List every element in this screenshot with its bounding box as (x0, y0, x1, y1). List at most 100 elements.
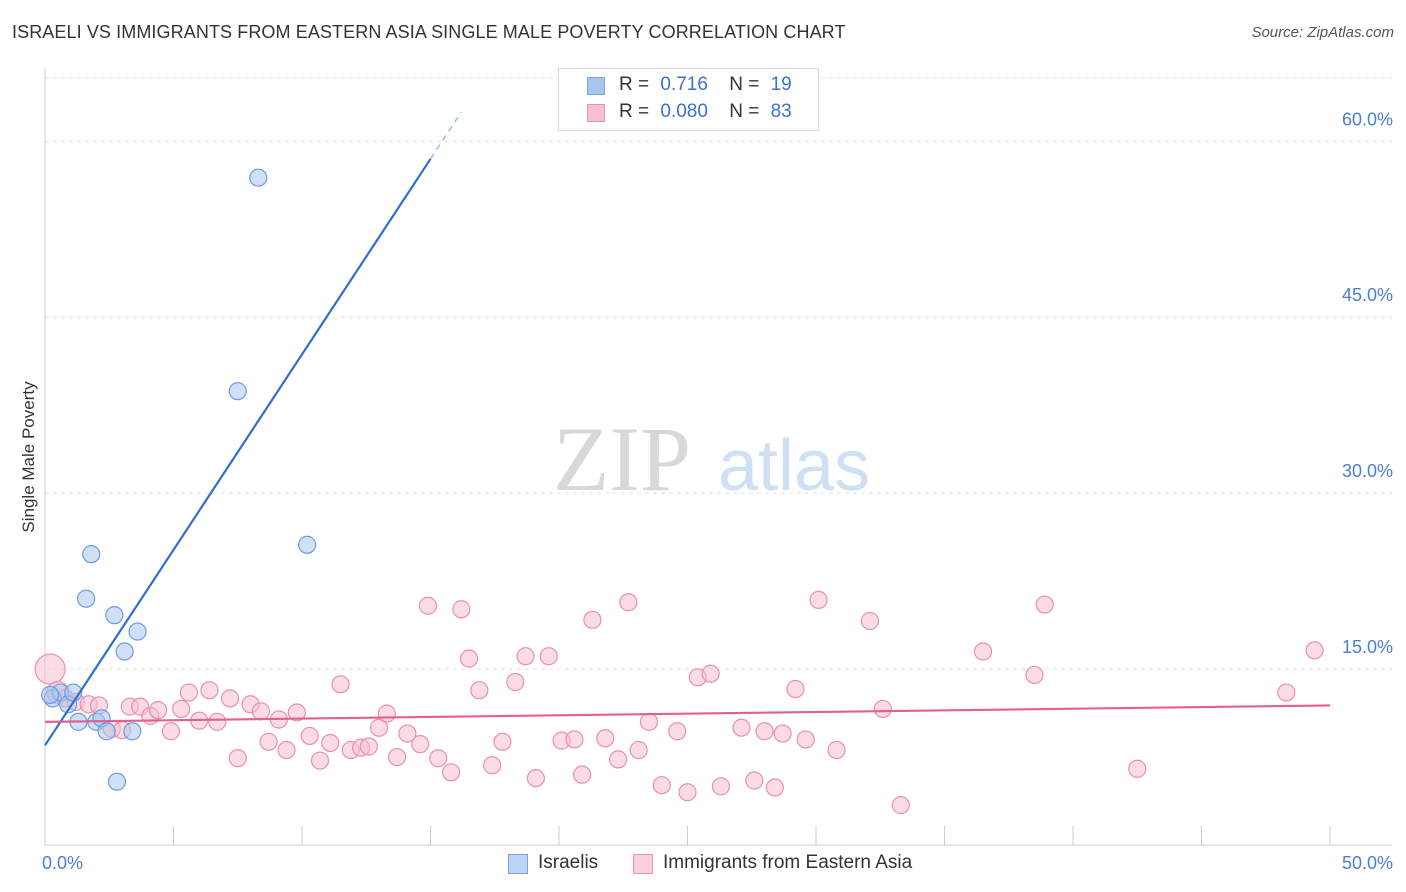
point-eastern-asia (310, 751, 330, 770)
watermark-zip: ZIP (553, 408, 691, 510)
point-israelis (97, 722, 116, 741)
point-eastern-asia (973, 642, 993, 661)
point-israelis (107, 772, 127, 791)
point-eastern-asia (179, 683, 199, 702)
point-eastern-asia (228, 749, 247, 768)
point-eastern-asia (786, 679, 805, 699)
point-eastern-asia (809, 590, 828, 609)
point-eastern-asia (370, 718, 389, 737)
point-eastern-asia (1128, 759, 1147, 778)
point-eastern-asia (1277, 683, 1296, 702)
point-eastern-asia (629, 740, 648, 760)
point-eastern-asia (459, 649, 479, 668)
point-eastern-asia (678, 783, 697, 802)
point-eastern-asia (200, 681, 219, 700)
point-eastern-asia (1025, 665, 1044, 685)
point-eastern-asia (429, 749, 448, 768)
point-eastern-asia (639, 712, 659, 731)
y-tick-label: 45.0% (1342, 285, 1393, 305)
point-israelis (41, 685, 60, 704)
point-israelis (249, 168, 268, 187)
point-eastern-asia (701, 664, 720, 683)
legend-r-label: R = (619, 101, 650, 122)
point-eastern-asia (483, 756, 502, 775)
point-eastern-asia (526, 769, 545, 788)
point-eastern-asia (860, 611, 880, 631)
legend-n-value: 19 (770, 74, 792, 95)
axis-labels: 15.0% 30.0% 45.0% 60.0% 0.0% 50.0% Single Male… (19, 109, 1393, 873)
point-eastern-asia (287, 703, 306, 722)
stats-legend: R = 0.716 N = 19 R = 0.080 N = 83 (558, 68, 819, 131)
series-label-eastern-asia: Immigrants from Eastern Asia (663, 852, 913, 873)
point-eastern-asia (441, 763, 461, 782)
point-eastern-asia (506, 672, 525, 692)
legend-swatch-eastern-asia (587, 104, 605, 122)
x-tick-label-min: 0.0% (42, 853, 83, 873)
point-eastern-asia (470, 681, 489, 700)
point-eastern-asia (765, 778, 784, 797)
point-eastern-asia (251, 702, 270, 721)
point-eastern-asia (609, 750, 628, 769)
chart-title: ISRAELI VS IMMIGRANTS FROM EASTERN ASIA … (12, 22, 846, 42)
y-tick-label: 30.0% (1342, 461, 1393, 481)
point-eastern-asia (418, 596, 438, 615)
point-eastern-asia (755, 722, 774, 741)
point-eastern-asia (619, 593, 638, 612)
legend-swatch-israelis (587, 77, 605, 95)
point-eastern-asia (652, 776, 671, 795)
point-israelis (298, 535, 317, 554)
series-swatch-israelis (508, 854, 528, 874)
point-eastern-asia (827, 740, 846, 760)
point-eastern-asia (493, 732, 512, 751)
watermark: ZIP atlas (553, 408, 870, 510)
point-israelis (77, 589, 96, 608)
point-eastern-asia (573, 765, 592, 784)
point-eastern-asia (583, 610, 602, 629)
trend-lines (44, 111, 1331, 746)
point-eastern-asia (873, 699, 892, 719)
point-israelis (128, 622, 147, 641)
point-eastern-asia (891, 796, 910, 815)
point-eastern-asia (220, 689, 240, 708)
legend-r-value: 0.080 (660, 101, 708, 122)
y-axis-title: Single Male Poverty (19, 381, 38, 533)
legend-r-value: 0.716 (660, 74, 708, 95)
point-eastern-asia (411, 735, 430, 754)
series-label-israelis: Israelis (538, 852, 599, 873)
point-israelis (115, 642, 134, 661)
point-israelis (123, 722, 142, 741)
trend-line-israelis (44, 158, 432, 746)
point-israelis (228, 382, 247, 401)
point-eastern-asia (516, 647, 535, 666)
point-eastern-asia (161, 722, 181, 741)
point-eastern-asia (796, 730, 815, 749)
x-tick-label-max: 50.0% (1342, 853, 1393, 873)
point-eastern-asia (711, 777, 731, 796)
point-eastern-asia (172, 699, 191, 719)
series-swatch-eastern-asia (633, 854, 653, 874)
y-tick-label: 60.0% (1342, 109, 1393, 129)
point-eastern-asia (565, 730, 584, 749)
point-eastern-asia (377, 704, 396, 723)
point-eastern-asia (148, 701, 168, 720)
point-eastern-asia (1035, 595, 1054, 614)
point-eastern-asia (387, 747, 407, 767)
point-eastern-asia (745, 771, 764, 790)
source-credit: Source: ZipAtlas.com (1251, 24, 1394, 41)
point-eastern-asia (398, 724, 417, 743)
point-eastern-asia (300, 726, 319, 746)
legend-n-label: N = (729, 101, 760, 122)
point-eastern-asia (277, 740, 296, 760)
trend-line-eastern-asia (44, 704, 1331, 723)
legend-n-label: N = (729, 74, 760, 95)
point-eastern-asia (732, 718, 751, 737)
point-eastern-asia (331, 675, 350, 694)
trend-line-israelis-extension (429, 111, 462, 160)
series-legend: Israelis Immigrants from Eastern Asia (0, 852, 1406, 876)
point-eastern-asia (321, 733, 340, 753)
point-israelis (82, 545, 101, 564)
data-points (34, 168, 1324, 815)
legend-n-value: 83 (770, 101, 792, 122)
point-eastern-asia (452, 600, 471, 619)
